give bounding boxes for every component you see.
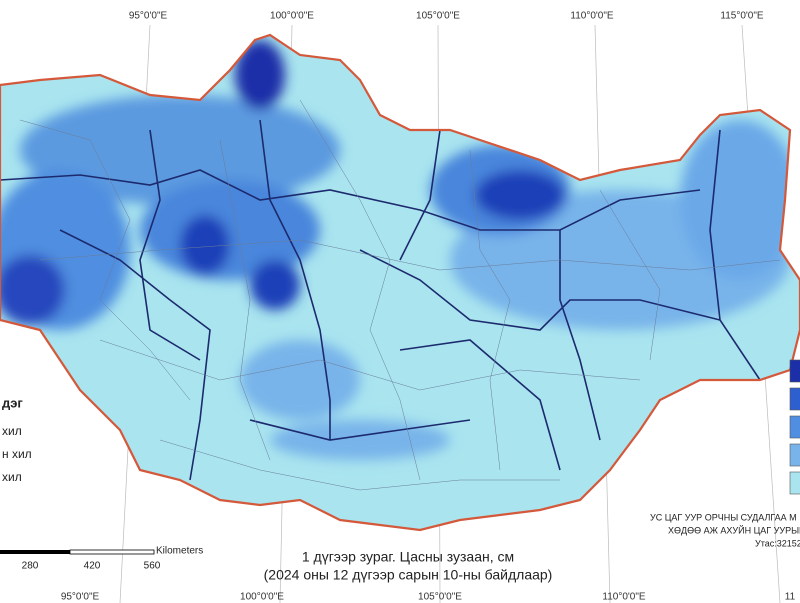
caption-line: (2024 оны 12 дүгээр сарын 10-ны байдлаар… <box>264 567 553 583</box>
legend-swatch <box>789 471 800 495</box>
scale-label: 560 <box>144 561 161 572</box>
scale-label: 280 <box>22 561 39 572</box>
legend-item: хил <box>2 424 22 438</box>
longitude-label: 115°0'0"E <box>720 11 764 22</box>
district-boundaries <box>19 99 781 491</box>
scale-label: 420 <box>84 561 101 572</box>
province-boundaries <box>0 119 761 481</box>
longitude-label: 110°0'0"E <box>602 592 646 603</box>
longitude-label: 105°0'0"E <box>418 592 462 603</box>
legend-title: дэг <box>2 395 23 410</box>
longitude-label: 100°0'0"E <box>240 592 284 603</box>
bottom-longitude-labels: 95°0'0"E 100°0'0"E 105°0'0"E 110°0'0"E 1… <box>61 592 796 603</box>
legend-swatch <box>789 387 800 411</box>
legend-swatch <box>789 415 800 439</box>
scale-segment <box>69 549 155 555</box>
top-longitude-labels: 95°0'0"E 100°0'0"E 105°0'0"E 110°0'0"E 1… <box>129 11 764 22</box>
credits: УС ЦАГ УУР ОРЧНЫ СУДАЛГАА М ХӨДӨӨ АЖ АХУ… <box>650 512 800 548</box>
longitude-label: 100°0'0"E <box>270 11 314 22</box>
longitude-label: 110°0'0"E <box>570 11 614 22</box>
credit-line: Утас:32152 <box>755 538 800 548</box>
legend-swatch <box>789 359 800 383</box>
legend-swatch <box>789 443 800 467</box>
caption-line: 1 дүгээр зураг. Цасны зузаан, см <box>302 549 514 565</box>
credit-line: УС ЦАГ УУР ОРЧНЫ СУДАЛГАА М <box>650 512 797 522</box>
scale-bar: Kilometers 280 420 560 <box>0 546 203 572</box>
scale-segment <box>0 550 70 554</box>
credit-line: ХӨДӨӨ АЖ АХУЙН ЦАГ УУРЫН <box>668 524 800 535</box>
right-legend <box>789 359 800 495</box>
longitude-label: 11 <box>785 592 796 603</box>
caption: 1 дүгээр зураг. Цасны зузаан, см (2024 о… <box>264 549 553 583</box>
scale-unit: Kilometers <box>156 546 203 557</box>
longitude-label: 95°0'0"E <box>129 11 168 22</box>
left-legend: дэг хил н хил хил <box>2 395 32 484</box>
legend-item: хил <box>2 470 22 484</box>
longitude-label: 95°0'0"E <box>61 592 100 603</box>
legend-item: н хил <box>2 447 32 461</box>
longitude-label: 105°0'0"E <box>416 11 460 22</box>
